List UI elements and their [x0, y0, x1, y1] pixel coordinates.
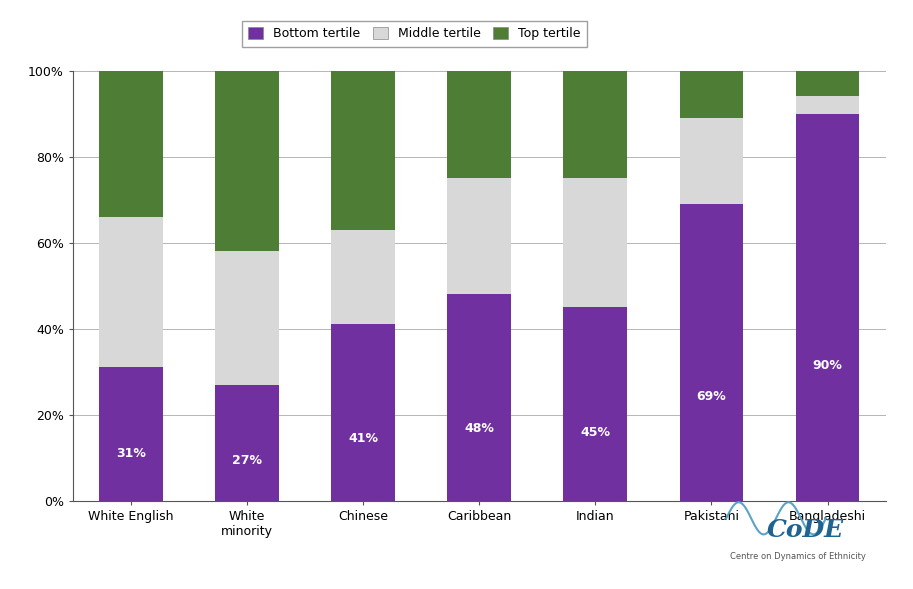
Bar: [331, 71, 395, 230]
Bar: [215, 71, 279, 252]
Bar: [795, 114, 859, 501]
Text: Centre on Dynamics of Ethnicity: Centre on Dynamics of Ethnicity: [730, 552, 866, 561]
Bar: [679, 71, 743, 118]
Text: 41%: 41%: [348, 432, 378, 445]
Text: 45%: 45%: [581, 426, 611, 439]
Bar: [100, 71, 163, 217]
Text: 31%: 31%: [116, 448, 146, 461]
Text: 48%: 48%: [465, 422, 494, 435]
Bar: [215, 385, 279, 501]
Bar: [331, 230, 395, 325]
Bar: [563, 178, 627, 307]
Bar: [100, 217, 163, 368]
Bar: [795, 97, 859, 114]
Text: 69%: 69%: [697, 391, 727, 403]
Bar: [100, 368, 163, 501]
Text: 27%: 27%: [232, 454, 262, 466]
Bar: [331, 325, 395, 501]
Bar: [563, 307, 627, 501]
Bar: [679, 204, 743, 501]
Bar: [447, 294, 511, 501]
Bar: [215, 252, 279, 385]
Legend: Bottom tertile, Middle tertile, Top tertile: Bottom tertile, Middle tertile, Top tert…: [242, 21, 587, 47]
Bar: [447, 178, 511, 294]
Text: 90%: 90%: [813, 359, 843, 372]
Bar: [795, 71, 859, 97]
Bar: [679, 118, 743, 204]
Bar: [563, 71, 627, 178]
Bar: [447, 71, 511, 178]
Text: CoDE: CoDE: [767, 518, 844, 542]
